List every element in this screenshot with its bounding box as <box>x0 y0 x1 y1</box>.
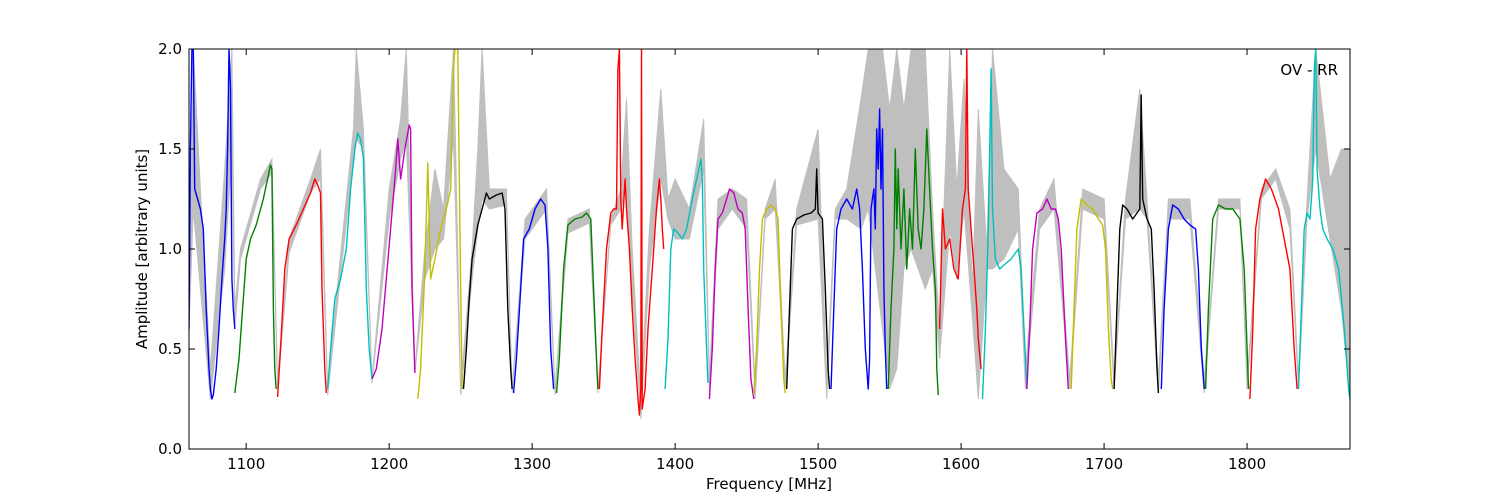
series-line-6 <box>417 49 463 400</box>
y-tick-label: 1.0 <box>158 240 182 258</box>
spectrum-background-band-layer <box>189 49 1350 420</box>
series-line-16 <box>887 128 939 396</box>
x-tick-label: 1200 <box>370 455 408 473</box>
series-line-15 <box>830 108 888 390</box>
series-line-25 <box>1297 49 1350 400</box>
annotation-label: OV - RR <box>1280 61 1338 79</box>
series-line-20 <box>1070 198 1114 390</box>
series-line-5 <box>371 124 416 380</box>
series-line-21 <box>1113 94 1160 394</box>
series-line-14 <box>786 168 831 390</box>
series-line-17 <box>938 49 982 370</box>
tick-layer: 1100 1200 1300 1400 1500 1600 1700 1800 0.0 0.5 1.… <box>158 40 1350 473</box>
y-tick-label: 2.0 <box>158 40 182 58</box>
series-line-7 <box>462 192 513 390</box>
series-line-4 <box>327 132 373 390</box>
background-band <box>189 49 1350 420</box>
x-tick-label: 1500 <box>799 455 837 473</box>
series-line-24 <box>1249 178 1298 400</box>
series-line-18 <box>981 68 1028 400</box>
y-tick-label: 1.5 <box>158 140 182 158</box>
series-line-10 <box>598 49 665 416</box>
series-line-22 <box>1160 204 1205 390</box>
y-tick-label: 0.5 <box>158 340 182 358</box>
x-tick-label: 1100 <box>227 455 265 473</box>
series-line-19 <box>1026 198 1069 390</box>
series-line-23 <box>1204 204 1250 390</box>
x-tick-label: 1400 <box>656 455 694 473</box>
x-tick-label: 1800 <box>1228 455 1266 473</box>
x-tick-label: 1700 <box>1085 455 1123 473</box>
series-line-8 <box>512 198 555 394</box>
series-line-12 <box>708 188 755 400</box>
series-line-9 <box>555 212 599 394</box>
series-line-1 <box>189 49 236 400</box>
series-line-11 <box>664 158 709 390</box>
x-axis-label: Frequency [MHz] <box>706 475 832 493</box>
series-line-2 <box>234 164 277 394</box>
series-line-13 <box>753 204 786 396</box>
series-line-3 <box>276 178 327 398</box>
x-tick-label: 1600 <box>942 455 980 473</box>
y-tick-label: 0.0 <box>158 440 182 458</box>
series-layer <box>189 49 1350 416</box>
y-axis-label: Amplitude [arbitrary units] <box>133 149 151 349</box>
x-tick-label: 1300 <box>513 455 551 473</box>
